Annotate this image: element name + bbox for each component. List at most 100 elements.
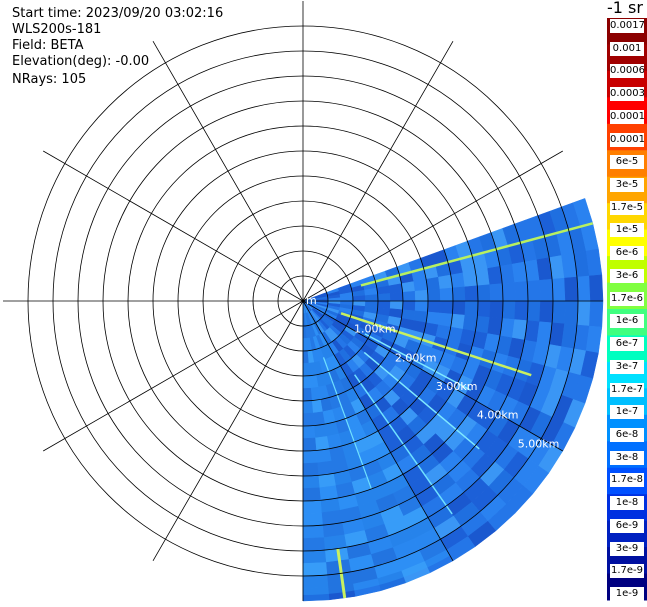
azimuth-spoke [152,40,304,302]
sector-cell [413,279,428,292]
echo-streak [364,333,472,391]
instrument-text: WLS200s-181 [12,22,102,37]
sector-cell [589,300,604,328]
colorbar-tick-label: 0.001 [610,41,644,56]
colorbar-tick-label: 6e-5 [610,155,644,170]
sector-cell [402,290,416,302]
colorbar [607,18,647,601]
start-time-text: Start time: 2023/09/20 03:02:16 [12,6,224,21]
sector-cell [477,284,491,302]
field-text: Field: BETA [12,38,84,53]
range-labels: m 1.00km 2.00km 3.00km 4.00km 5.00km [306,294,559,450]
range-label: 4.00km [477,409,519,422]
colorbar-tick-label: 0.0003 [610,87,644,102]
azimuth-spokes [3,1,603,601]
colorbar-tick-label: 0.00017 [610,109,644,124]
sector-cell [501,282,516,302]
sector-cell [438,312,453,328]
beta-sector [302,198,604,602]
sector-cell [564,276,579,302]
sector-cell [589,274,604,302]
sector-cell [551,300,566,325]
sector-cell [438,274,453,290]
azimuth-spoke [302,150,564,302]
sector-cell [389,300,404,310]
sector-cell [352,295,366,302]
colorbar-tick-label: 6e-9 [610,518,644,533]
sector-cell [389,292,404,302]
sector-cell [401,281,416,293]
azimuth-spoke [152,300,304,562]
sector-cell [564,300,579,326]
sector-cell [526,280,541,302]
sector-cell [489,283,504,302]
colorbar-tick-label: 1e-9 [610,587,644,601]
azimuth-spoke [302,300,454,562]
sector-cell [402,300,416,312]
sector-cell [464,300,479,317]
sector-cell [439,287,454,302]
sector-cell [414,289,429,302]
sector-cell [576,275,591,302]
sector-cell [464,285,479,302]
sector-cell [439,300,454,315]
range-label: 3.00km [436,380,478,393]
colorbar-tick-label: 0.0006 [610,64,644,79]
range-label: 5.00km [518,437,560,450]
near-field-band [303,301,450,595]
sector-cell [462,270,478,288]
sector-cell [427,288,441,302]
sector-cell [462,314,478,332]
sector-cell [526,300,541,322]
range-label: m [306,294,317,307]
colorbar-tick-label: 1e-5 [610,223,644,238]
colorbar-tick-label: 1.7e-9 [610,564,644,579]
colorbar-tick-label: 6e-6 [610,246,644,261]
colorbar-tick-label: 6e-7 [610,337,644,352]
sector-cell [414,300,429,313]
nrays-text: NRays: 105 [12,72,87,87]
sector-cell [489,300,504,319]
colorbar-units: -1 sr [607,0,643,17]
elevation-text: Elevation(deg): -0.00 [12,54,150,69]
colorbar-tick-label: 3e-9 [610,541,644,556]
echo-streak [363,351,480,450]
colorbar-tick-label: 1e-8 [610,496,644,511]
sector-cell [365,294,379,302]
sector-cell [539,278,554,302]
colorbar-tick-label: 3e-6 [610,268,644,283]
range-label: 1.00km [354,323,396,336]
colorbar-tick-label: 1.7e-7 [610,382,644,397]
azimuth-spoke [302,40,454,302]
azimuth-spoke [42,150,304,302]
colorbar-tick-label: 1.7e-5 [610,200,644,215]
sector-cell [501,300,516,320]
colorbar-tick-label: 1e-6 [610,314,644,329]
colorbar-tick-label: 1.7e-8 [610,473,644,488]
sector-cell [551,277,566,302]
sector-cell [450,313,466,330]
azimuth-spoke [302,300,564,452]
sector-cell [514,300,529,321]
colorbar-tick-label: 1e-7 [610,405,644,420]
sector-cell [475,268,491,287]
colorbar-tick-label: 6e-8 [610,427,644,442]
colorbar-tick-label: 0.0001 [610,132,644,147]
sector-cell [539,300,554,324]
echo-streak [322,357,372,490]
range-label: 2.00km [395,351,437,364]
echo-streak [340,312,532,377]
sector-cell [450,272,466,289]
colorbar-tick-label: 3e-7 [610,359,644,374]
sector-cell [475,315,491,334]
sector-cell [425,276,441,291]
colorbar-tick-label: 1.7e-6 [610,291,644,306]
sector-cell [427,300,441,314]
colorbar-tick-label: 0.0017 [610,19,644,33]
sector-cell [377,293,391,302]
sector-cell [477,300,491,318]
sector-cell [514,281,529,302]
sector-cell [452,286,466,302]
sector-cell [452,300,466,316]
